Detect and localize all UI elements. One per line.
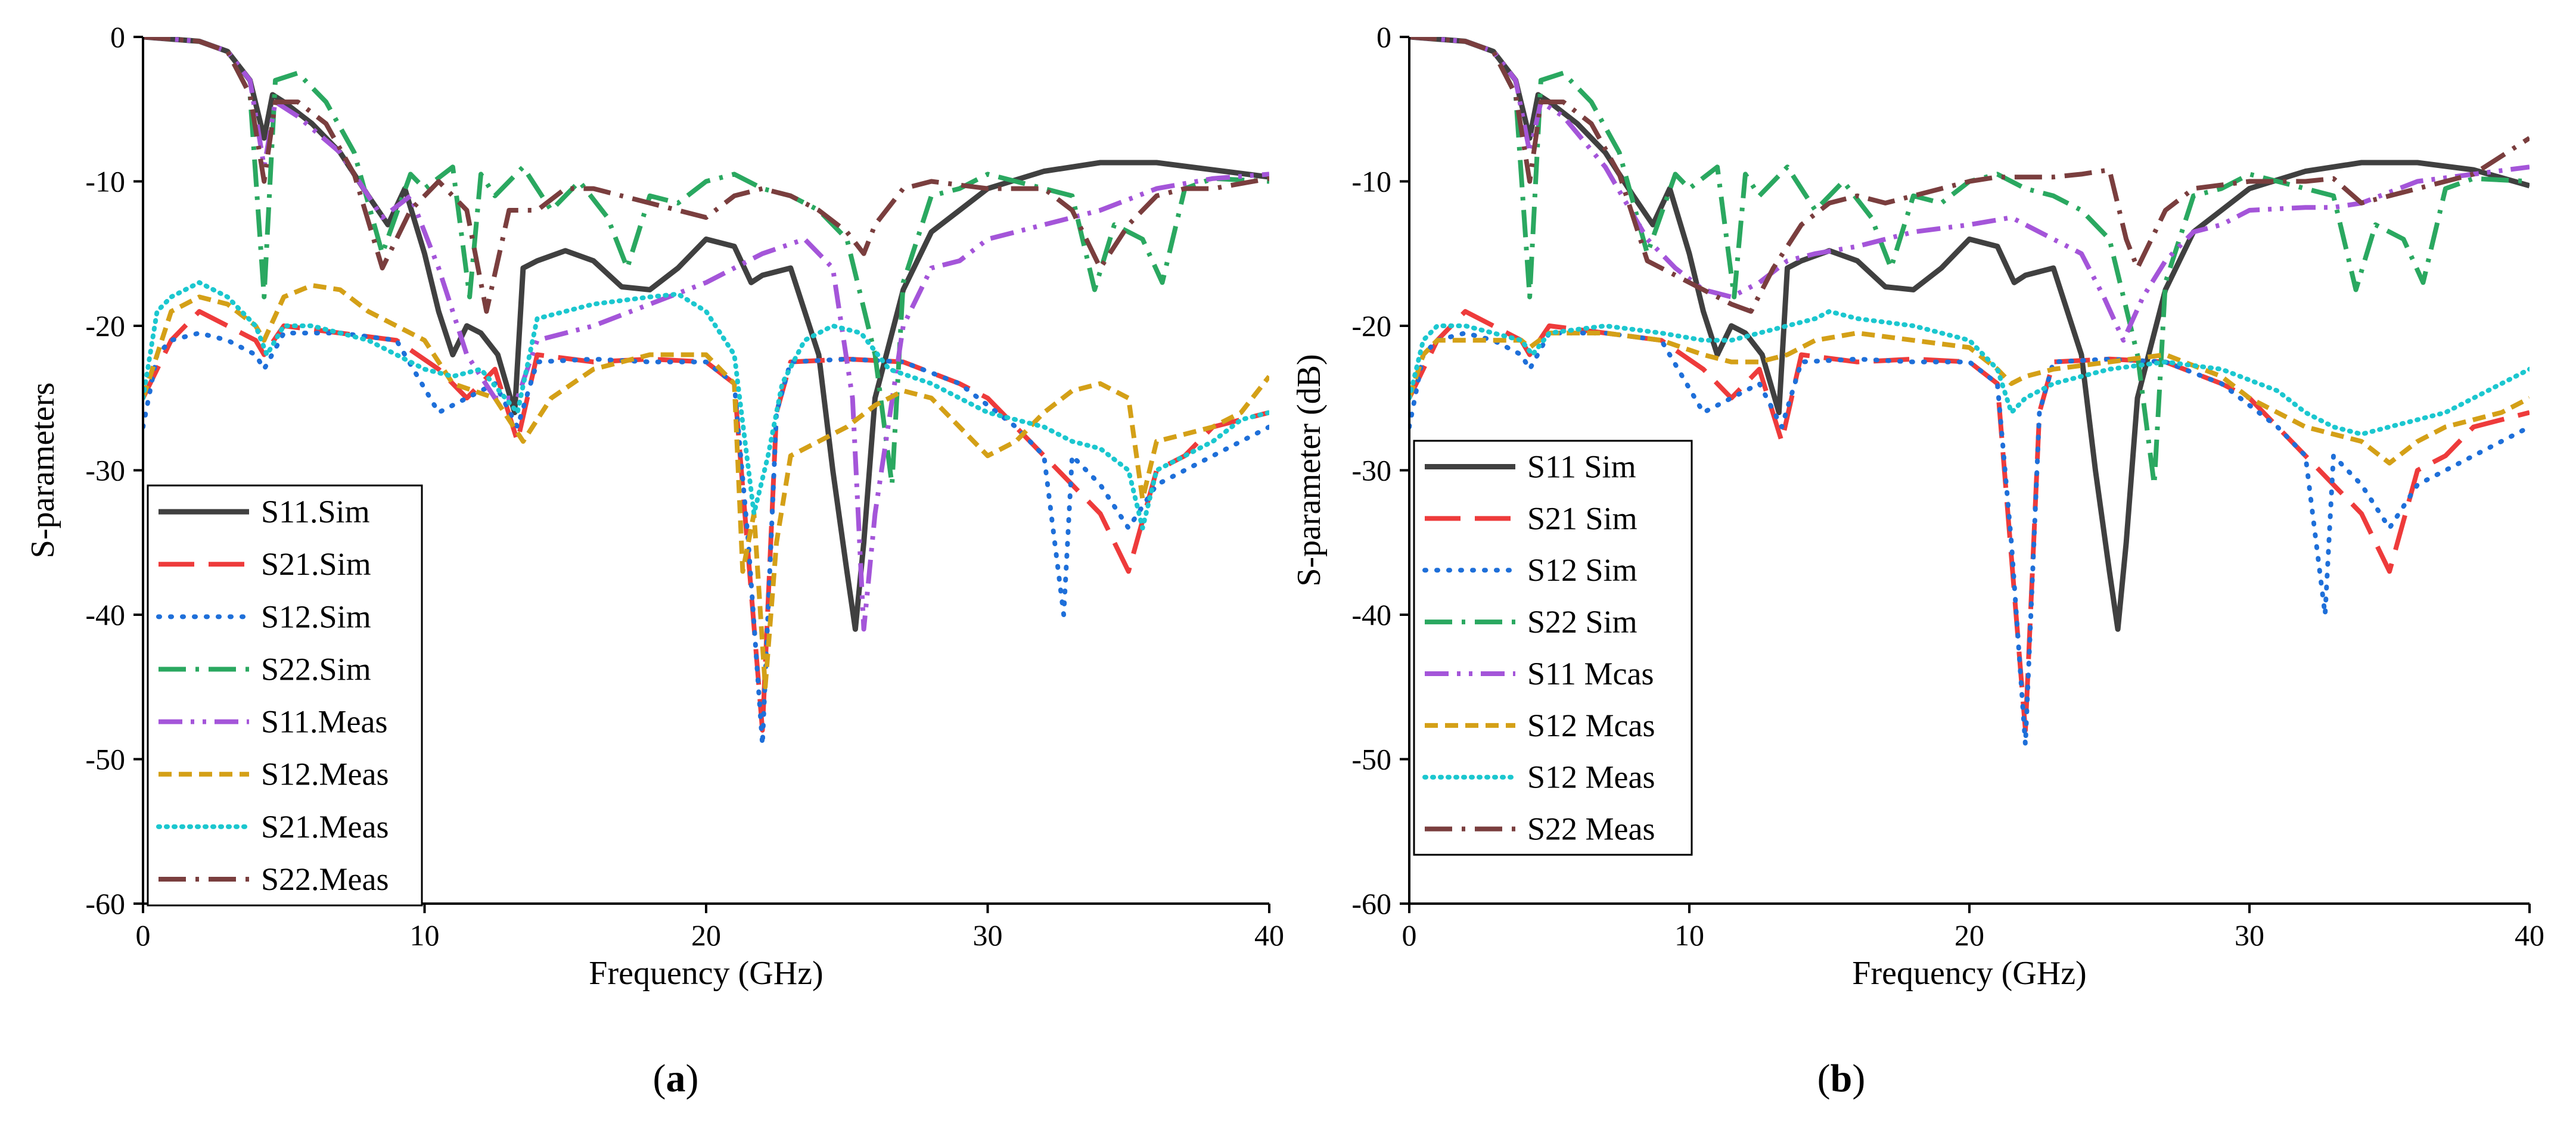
x-tick-label: 40 [2515,919,2544,952]
x-tick-label: 20 [1954,919,1984,952]
x-tick-label: 0 [1402,919,1417,952]
legend-label: S11 Sim [1527,449,1636,484]
legend-label: S12.Meas [261,756,389,792]
chart-panel-b: 0 10 20 30 40 0 -10 -20 -30 -40 -50 -60 Frequency (G… [1291,20,2544,1100]
y-tick-label: -30 [1351,454,1391,487]
y-axis-title: S-parameters [24,382,61,558]
x-tick-label: 40 [1254,919,1284,952]
x-tick-label: 20 [691,919,721,952]
x-axis-title: Frequency (GHz) [589,955,823,992]
legend-label: S12 Meas [1527,759,1655,795]
figure: 0 10 20 30 40 0 -10 -20 -30 -40 -50 -60 Frequency (G… [0,0,2576,1127]
panel-label-letter: b [1831,1057,1853,1100]
legend-label: S11.Meas [261,704,388,740]
panel-label-letter: a [666,1057,686,1100]
x-tick-label: 10 [1674,919,1704,952]
y-axis-title: S-parameter (dB) [1291,354,1328,586]
legend-label: S22 Sim [1527,604,1637,640]
legend-label: S21.Meas [261,809,389,845]
x-axis-title: Frequency (GHz) [1852,955,2086,992]
legend-label: S11.Sim [261,494,370,530]
y-tick-label: -50 [85,743,125,776]
legend-label: S22.Meas [261,861,389,897]
y-tick-label: -20 [85,309,125,343]
legend-label: S12.Sim [261,599,371,634]
y-tick-label: -50 [1351,743,1391,776]
series-line-s11-mcas [1409,37,2530,340]
y-tick-label: 0 [1376,20,1391,54]
series-line-s22-sim [1409,37,2530,485]
y-tick-label: -10 [85,165,125,198]
y-tick-label: -40 [85,598,125,631]
legend-label: S21.Sim [261,546,371,582]
legend-label: S12 Mcas [1527,708,1655,743]
legend-label: S22 Meas [1527,811,1655,847]
chart-panel-a: 0 10 20 30 40 0 -10 -20 -30 -40 -50 -60 Frequency (G… [24,20,1284,1100]
legend-label: S12 Sim [1527,552,1637,588]
series-line-s22-sim [143,37,1269,485]
legend-label: S11 Mcas [1527,656,1654,692]
x-tick-label: 10 [410,919,440,952]
x-tick-label: 0 [136,919,151,952]
y-tick-label: -30 [85,454,125,487]
legend-label: S21 Sim [1527,500,1637,536]
legend: S11.Sim S21.Sim S12.Sim S22.Sim S11.Meas S12.… [148,485,422,905]
y-tick-label: -40 [1351,598,1391,631]
series-line-s22-meas [143,37,1269,312]
legend: S11 Sim S21 Sim S12 Sim S22 Sim S11 Mcas S12 … [1414,441,1692,855]
y-tick-label: -20 [1351,309,1391,343]
panel-label: (b) [1817,1057,1866,1100]
series-line-s12-meas [1409,312,2530,434]
y-tick-label: -60 [1351,887,1391,920]
y-tick-label: -10 [1351,165,1391,198]
x-tick-label: 30 [973,919,1003,952]
panel-label: (a) [653,1057,699,1100]
legend-label: S22.Sim [261,651,371,687]
x-tick-label: 30 [2235,919,2264,952]
y-tick-label: -60 [85,887,125,920]
y-tick-label: 0 [110,20,125,54]
